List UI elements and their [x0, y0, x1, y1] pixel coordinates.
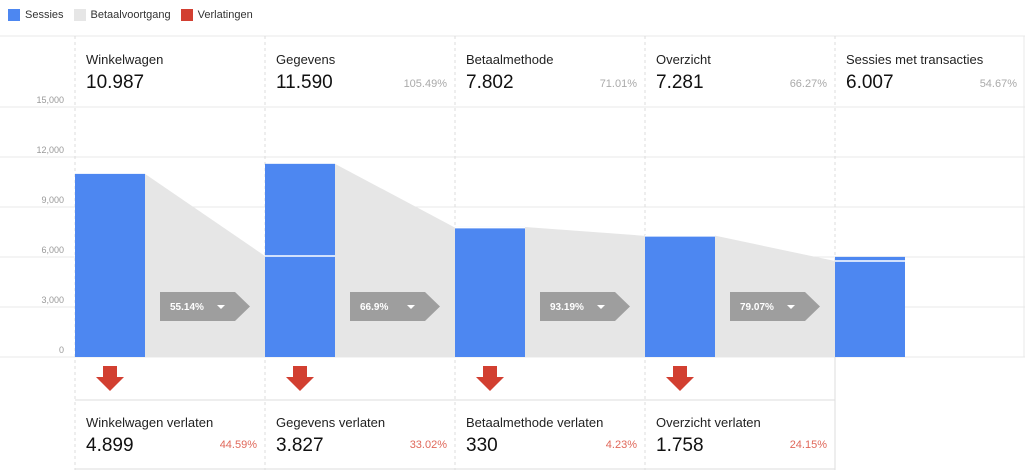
stage-name: Winkelwagen	[86, 52, 163, 67]
legend-label-verlatingen: Verlatingen	[197, 9, 253, 21]
stage-percentage: 66.27%	[790, 78, 828, 90]
legend-item-betaalvoortgang[interactable]: Betaalvoortgang	[73, 9, 171, 21]
y-tick-label: 15,000	[36, 95, 64, 105]
progress-area	[335, 163, 455, 357]
legend-swatch-betaalvoortgang	[73, 9, 86, 21]
bar-sessies[interactable]	[75, 173, 145, 357]
y-tick-label: 3,000	[41, 295, 64, 305]
stage-value: 7.281	[656, 72, 704, 93]
abandonment-value: 330	[466, 435, 498, 456]
stage-percentage: 54.67%	[980, 78, 1018, 90]
abandonment-name: Overzicht verlaten	[656, 415, 761, 430]
legend-item-verlatingen[interactable]: Verlatingen	[180, 9, 253, 21]
abandonment-name: Winkelwagen verlaten	[86, 415, 213, 430]
abandonment-value: 4.899	[86, 435, 134, 456]
progress-area	[525, 226, 645, 357]
conversion-arrow[interactable]	[160, 292, 250, 321]
legend-label-sessies: Sessies	[25, 9, 64, 21]
conversion-arrow[interactable]	[350, 292, 440, 321]
stage-name: Gegevens	[276, 52, 336, 67]
legend-swatch-verlatingen	[180, 9, 193, 21]
y-tick-label: 12,000	[36, 145, 64, 155]
bar-sessies[interactable]	[265, 163, 335, 357]
abandonment-name: Gegevens verlaten	[276, 415, 385, 430]
abandonment-percentage: 24.15%	[790, 439, 828, 451]
abandonment-percentage: 4.23%	[606, 439, 637, 451]
stage-value: 11.590	[276, 72, 333, 93]
y-tick-label: 0	[59, 345, 64, 355]
arrow-down-icon	[666, 366, 694, 391]
chevron-down-icon[interactable]	[407, 305, 415, 309]
conversion-arrow[interactable]	[540, 292, 630, 321]
conversion-rate: 93.19%	[550, 302, 584, 313]
stage-value: 6.007	[846, 72, 894, 93]
y-tick-label: 9,000	[41, 195, 64, 205]
chevron-down-icon[interactable]	[597, 305, 605, 309]
arrow-down-icon	[96, 366, 124, 391]
stage-name: Betaalmethode	[466, 52, 553, 67]
chevron-down-icon[interactable]	[217, 305, 225, 309]
arrow-down-icon	[286, 366, 314, 391]
stage-name: Sessies met transacties	[846, 52, 984, 67]
bar-sessies[interactable]	[455, 226, 525, 357]
conversion-arrow[interactable]	[730, 292, 820, 321]
abandonment-percentage: 44.59%	[220, 439, 258, 451]
conversion-rate: 79.07%	[740, 302, 774, 313]
legend: Sessies Betaalvoortgang Verlatingen	[8, 7, 263, 23]
progress-area	[145, 173, 265, 357]
stage-value: 10.987	[86, 72, 144, 93]
legend-item-sessies[interactable]: Sessies	[8, 9, 64, 21]
abandonment-name: Betaalmethode verlaten	[466, 415, 603, 430]
bar-sessies[interactable]	[645, 235, 715, 357]
bar-sessies[interactable]	[835, 256, 905, 357]
conversion-rate: 55.14%	[170, 302, 204, 313]
stage-name: Overzicht	[656, 52, 711, 67]
stage-percentage: 71.01%	[600, 78, 638, 90]
abandonment-percentage: 33.02%	[410, 439, 448, 451]
arrow-down-icon	[476, 366, 504, 391]
legend-swatch-sessies	[8, 9, 20, 21]
abandonment-value: 1.758	[656, 435, 704, 456]
legend-label-betaalvoortgang: Betaalvoortgang	[90, 9, 171, 21]
chevron-down-icon[interactable]	[787, 305, 795, 309]
conversion-rate: 66.9%	[360, 302, 388, 313]
abandonment-value: 3.827	[276, 435, 324, 456]
stage-percentage: 105.49%	[404, 78, 448, 90]
y-tick-label: 6,000	[41, 245, 64, 255]
stage-value: 7.802	[466, 72, 514, 93]
